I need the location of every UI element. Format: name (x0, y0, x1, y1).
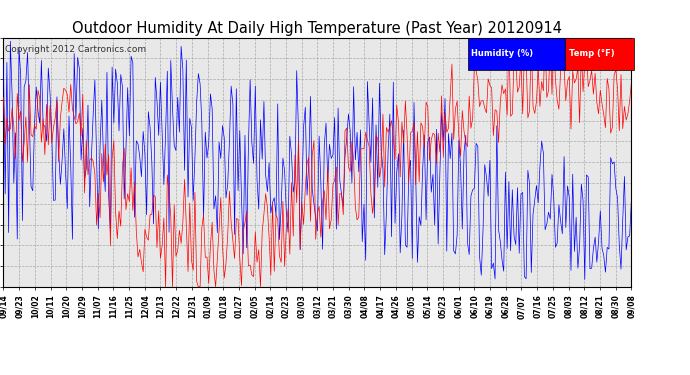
FancyBboxPatch shape (565, 38, 635, 70)
Text: Temp (°F): Temp (°F) (569, 49, 614, 58)
Text: Humidity (%): Humidity (%) (471, 49, 533, 58)
Title: Outdoor Humidity At Daily High Temperature (Past Year) 20120914: Outdoor Humidity At Daily High Temperatu… (72, 21, 562, 36)
Text: Copyright 2012 Cartronics.com: Copyright 2012 Cartronics.com (5, 45, 146, 54)
FancyBboxPatch shape (468, 38, 565, 70)
